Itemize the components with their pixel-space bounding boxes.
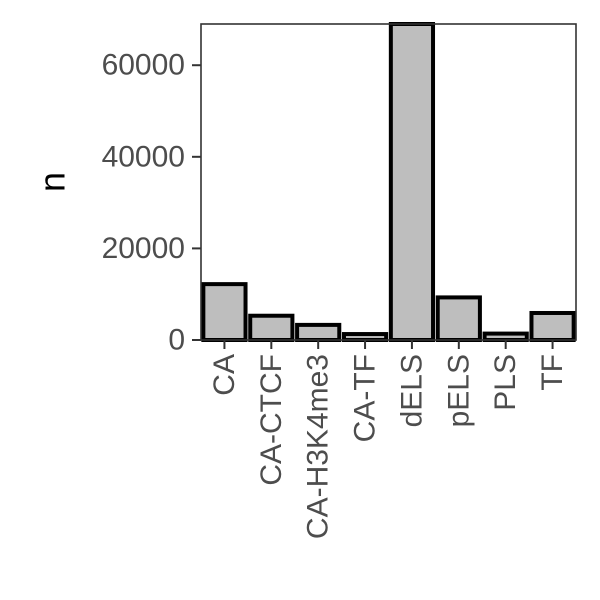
x-tick-label: CA-H3K4me3 [302,354,335,539]
bar-ca-tf [341,332,389,342]
bar-dels [388,22,436,342]
x-tick-label: CA-CTCF [255,354,288,486]
bar-ca-ctcf [248,313,295,343]
y-axis-title: n [32,172,73,192]
y-tick-label: 60000 [102,49,185,82]
bar-tf [529,310,576,343]
x-tick-label: pELS [442,354,475,427]
y-tick-label: 40000 [102,140,185,173]
bar-ca [201,282,248,343]
plot-panel-border [200,23,577,341]
x-tick-label: TF [536,354,569,391]
bar-ca-h3k4me3 [295,322,342,343]
y-tick-label: 0 [168,324,185,357]
x-tick-label: CA [208,354,241,396]
axes-layer: 0 20000 40000 60000 CA CA-CTCF CA-H3K4me3 CA-TF… [102,49,569,539]
x-tick-label: PLS [489,354,522,411]
bars-layer [201,22,576,343]
bar-pls [482,331,529,342]
x-tick-label: dELS [395,354,428,427]
y-tick-label: 20000 [102,232,185,265]
bar-pels [435,295,482,343]
x-tick-label: CA-TF [349,354,382,442]
